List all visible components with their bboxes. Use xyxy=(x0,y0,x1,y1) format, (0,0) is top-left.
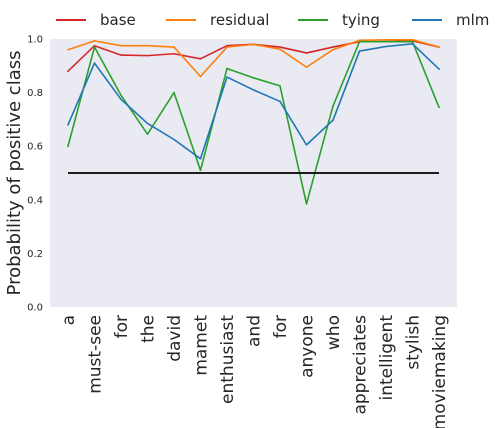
data-point-mlm-2 xyxy=(120,98,122,101)
legend-label-mlm: mlm xyxy=(456,11,489,29)
x-tick-label: david xyxy=(165,315,185,362)
data-point-tying-0 xyxy=(67,145,69,147)
x-tick-label: moviemaking xyxy=(430,315,450,428)
data-point-mlm-11 xyxy=(358,50,361,52)
data-point-mlm-4 xyxy=(173,138,175,141)
x-tick-label: a xyxy=(59,315,79,325)
data-point-tying-3 xyxy=(146,133,149,135)
data-point-tying-11 xyxy=(358,40,361,43)
data-point-base-2 xyxy=(120,54,122,56)
data-point-residual-6 xyxy=(226,46,228,48)
data-point-mlm-9 xyxy=(305,144,308,146)
x-axis-ticks: a must-see for the david mamet enthusiast and fo… xyxy=(59,315,450,428)
x-tick-label: appreciates xyxy=(351,315,371,415)
y-axis-label: Probability of positive class xyxy=(4,51,25,296)
data-point-tying-6 xyxy=(226,67,228,70)
data-point-base-1 xyxy=(93,44,96,47)
data-point-base-9 xyxy=(305,52,308,54)
x-tick-label: stylish xyxy=(404,315,424,370)
y-tick-label: 0.6 xyxy=(27,142,43,153)
data-point-tying-2 xyxy=(120,94,122,97)
data-point-tying-5 xyxy=(199,169,202,172)
data-point-tying-7 xyxy=(252,77,255,79)
data-point-base-3 xyxy=(146,54,149,57)
data-point-residual-9 xyxy=(305,66,308,68)
data-point-residual-3 xyxy=(146,44,149,47)
x-tick-label: for xyxy=(271,315,291,338)
data-point-base-10 xyxy=(332,46,334,48)
data-point-tying-8 xyxy=(279,85,281,87)
data-point-residual-10 xyxy=(332,48,334,51)
data-point-base-5 xyxy=(199,58,202,60)
data-point-mlm-14 xyxy=(438,68,440,70)
y-tick-label: 0.0 xyxy=(27,303,43,314)
data-point-mlm-8 xyxy=(279,100,281,103)
data-point-mlm-0 xyxy=(67,123,69,126)
legend-label-base: base xyxy=(100,11,136,29)
y-tick-label: 0.8 xyxy=(27,88,43,99)
data-point-tying-9 xyxy=(305,203,308,205)
data-point-base-6 xyxy=(226,44,228,47)
legend-label-residual: residual xyxy=(210,11,269,29)
data-point-residual-14 xyxy=(438,46,440,48)
data-point-mlm-6 xyxy=(226,76,228,78)
data-point-base-4 xyxy=(173,52,175,55)
x-tick-label: and xyxy=(245,315,265,347)
data-point-residual-5 xyxy=(199,75,202,78)
legend: base residual tying mlm xyxy=(56,11,489,29)
x-tick-label: intelligent xyxy=(377,315,397,401)
data-point-mlm-1 xyxy=(93,62,96,64)
data-point-residual-7 xyxy=(252,43,255,46)
y-axis-ticks: 0.0 0.2 0.4 0.6 0.8 1.0 xyxy=(27,35,43,314)
x-tick-label: enthusiast xyxy=(218,315,238,404)
data-point-residual-1 xyxy=(93,40,96,42)
x-tick-label: must-see xyxy=(86,315,106,394)
data-point-residual-11 xyxy=(358,39,361,42)
data-point-residual-13 xyxy=(411,39,414,41)
data-point-mlm-5 xyxy=(199,158,202,160)
data-point-residual-0 xyxy=(67,48,69,51)
data-point-tying-1 xyxy=(93,46,96,48)
y-tick-label: 0.4 xyxy=(27,195,43,206)
data-point-residual-4 xyxy=(173,46,175,48)
data-point-mlm-3 xyxy=(146,122,149,125)
data-point-residual-2 xyxy=(120,44,122,47)
series-layer xyxy=(67,38,440,205)
data-point-mlm-7 xyxy=(252,89,255,91)
data-point-mlm-12 xyxy=(385,45,387,48)
data-point-mlm-13 xyxy=(411,43,414,45)
legend-label-tying: tying xyxy=(342,11,380,29)
data-point-base-0 xyxy=(67,70,69,72)
x-tick-label: the xyxy=(139,315,159,343)
data-point-tying-4 xyxy=(173,91,175,94)
y-tick-label: 1.0 xyxy=(27,35,43,46)
data-point-tying-12 xyxy=(385,40,387,43)
x-tick-label: who xyxy=(324,315,344,350)
data-point-base-8 xyxy=(279,46,281,48)
data-point-tying-14 xyxy=(438,106,440,109)
x-tick-label: mamet xyxy=(192,315,212,376)
x-tick-label: anyone xyxy=(298,315,318,378)
data-point-tying-13 xyxy=(411,40,414,43)
y-tick-label: 0.2 xyxy=(27,249,43,260)
data-point-residual-12 xyxy=(385,39,387,41)
data-point-residual-8 xyxy=(279,48,281,50)
data-point-tying-10 xyxy=(332,105,334,107)
data-point-mlm-10 xyxy=(332,119,334,121)
x-tick-label: for xyxy=(112,315,132,338)
